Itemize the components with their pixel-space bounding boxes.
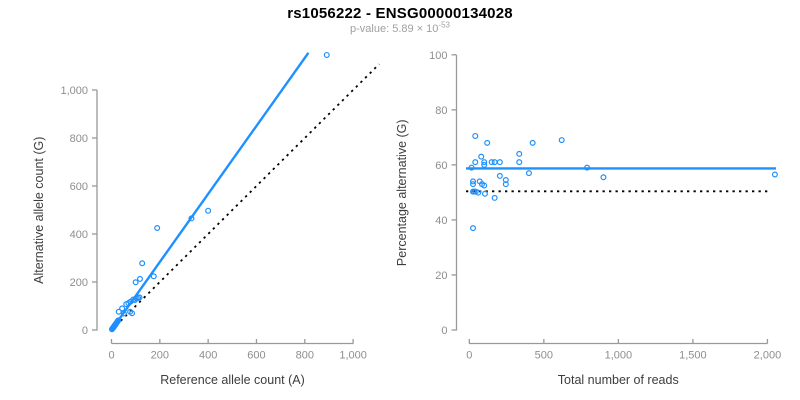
data-point: [488, 159, 495, 166]
data-point: [771, 171, 778, 178]
data-point: [150, 273, 157, 280]
data-point: [472, 159, 479, 166]
data-point: [481, 190, 488, 197]
fit-line: [110, 52, 310, 331]
data-point: [481, 159, 488, 166]
x-tick-label: 1,500: [679, 350, 707, 362]
data-point: [127, 308, 134, 315]
data-point: [470, 225, 477, 232]
y-tick-label: 40: [435, 215, 447, 227]
data-point: [516, 150, 523, 157]
data-point: [502, 177, 509, 184]
x-tick-label: 200: [151, 350, 169, 362]
data-point: [470, 181, 477, 188]
y-tick-label: 0: [82, 325, 88, 337]
x-tick-label: 800: [296, 350, 314, 362]
left-scatter-panel: 0 200 400 600 800 1,000 0 200 400 600 800 1,000 Refe…: [32, 51, 380, 387]
data-point: [496, 159, 503, 166]
data-point: [137, 275, 144, 282]
data-point: [502, 181, 509, 188]
y-tick-label: 1,000: [60, 85, 88, 97]
y-tick-label: 100: [429, 50, 447, 62]
data-point: [119, 305, 126, 312]
data-point: [115, 317, 122, 324]
data-point: [120, 310, 127, 317]
y-axis-title: Percentage alternative (G): [395, 119, 409, 266]
data-point: [475, 189, 482, 196]
y-tick-label: 600: [70, 181, 88, 193]
y-axis-title: Alternative allele count (G): [32, 137, 46, 284]
data-point: [188, 215, 195, 222]
y-tick-label: 60: [435, 160, 447, 172]
data-point: [484, 139, 491, 146]
x-tick-label: 1,000: [339, 350, 367, 362]
y-tick-label: 200: [70, 277, 88, 289]
p-value-text: p-value: 5.89 × 10: [350, 23, 439, 35]
x-tick-label: 2,000: [754, 350, 782, 362]
x-axis-title: Reference allele count (A): [160, 373, 305, 387]
x-tick-label: 500: [535, 350, 553, 362]
data-point: [600, 174, 607, 181]
data-point: [496, 172, 503, 179]
data-point: [529, 139, 536, 146]
x-axis-title: Total number of reads: [558, 373, 679, 387]
data-point: [468, 164, 475, 171]
x-tick-label: 1,000: [605, 350, 633, 362]
data-point: [481, 161, 488, 168]
data-point: [139, 260, 146, 267]
y-tick-label: 0: [441, 325, 447, 337]
x-tick-label: 0: [108, 350, 114, 362]
data-point: [472, 132, 479, 139]
y-tick-label: 800: [70, 133, 88, 145]
data-point: [516, 159, 523, 166]
data-point: [584, 164, 591, 171]
y-tick-label: 20: [435, 270, 447, 282]
data-point: [115, 308, 122, 315]
x-tick-label: 0: [466, 350, 472, 362]
data-point: [558, 137, 565, 144]
data-point: [470, 178, 477, 185]
right-scatter-panel: 0 500 1,000 1,500 2,000 0 20 40 60 80 100 Total num…: [395, 50, 781, 387]
p-value-exponent: -53: [438, 20, 450, 30]
data-point: [136, 294, 143, 301]
data-point: [132, 279, 139, 286]
y-tick-label: 80: [435, 105, 447, 117]
data-point: [525, 170, 532, 177]
y-tick-label: 400: [70, 229, 88, 241]
data-point: [478, 153, 485, 160]
data-point: [154, 225, 161, 232]
data-point: [323, 51, 330, 58]
p-value-subtitle: p-value: 5.89 × 10-53: [0, 20, 800, 35]
chart-title: rs1056222 - ENSG00000134028: [287, 5, 513, 22]
x-tick-label: 600: [247, 350, 265, 362]
data-point: [205, 207, 212, 214]
identity-line: [110, 63, 380, 331]
data-point: [491, 194, 498, 201]
data-point: [481, 182, 488, 189]
x-tick-label: 400: [199, 350, 217, 362]
